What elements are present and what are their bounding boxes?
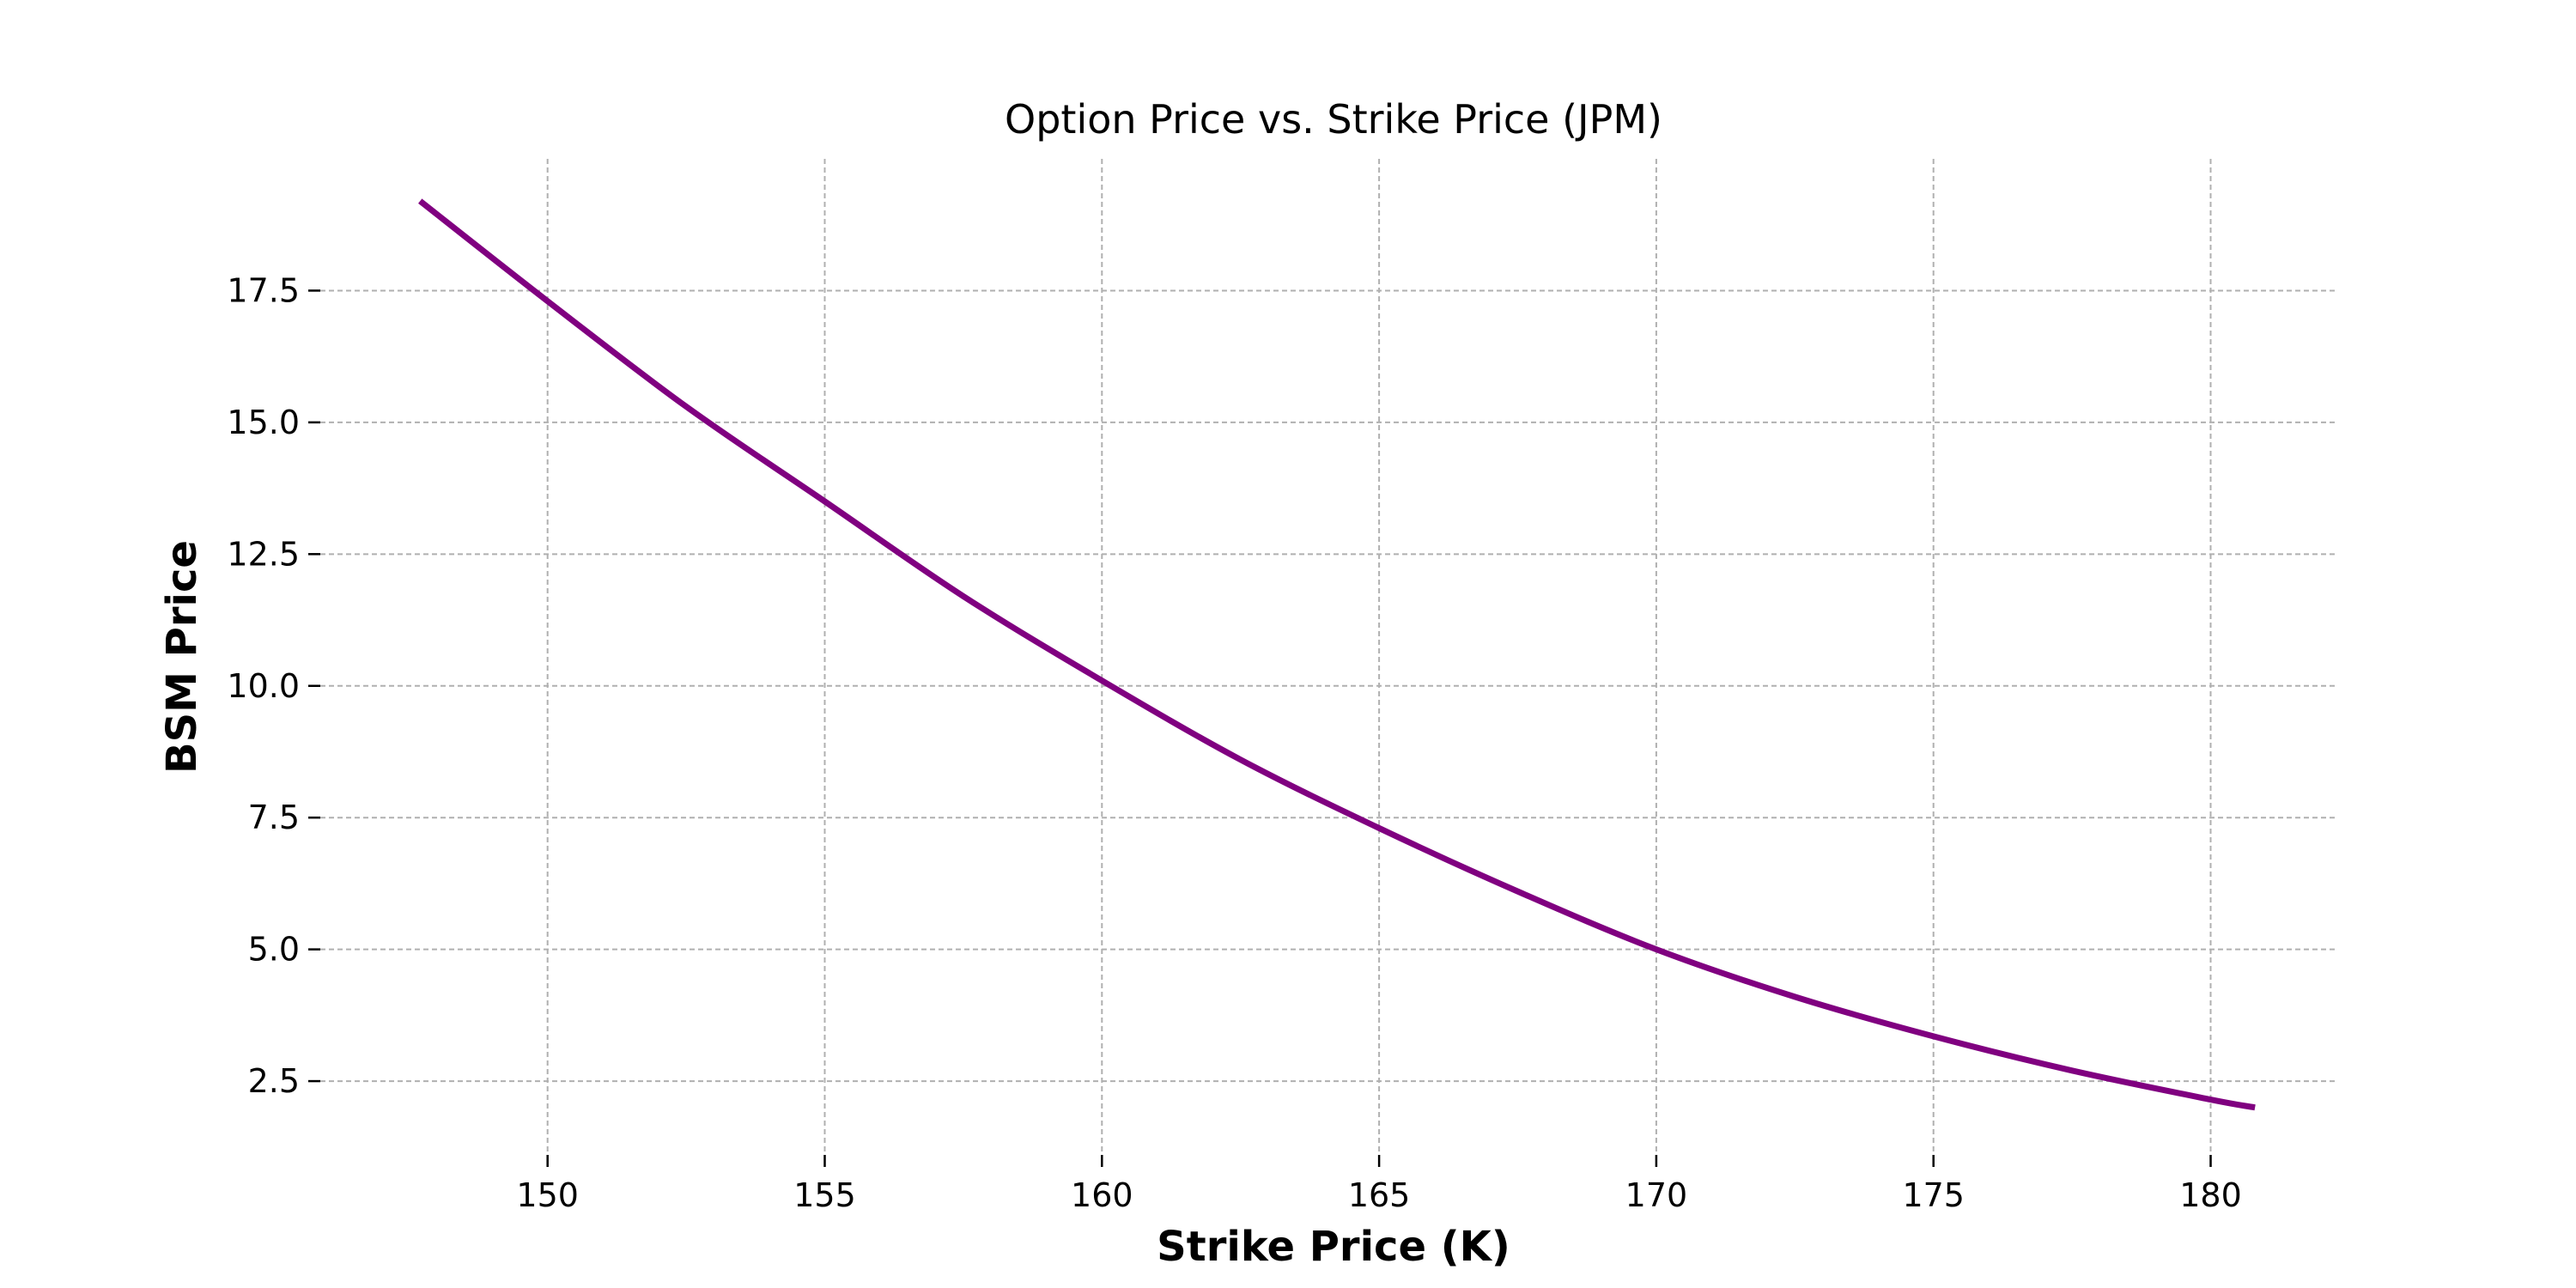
y-tick-label: 7.5 xyxy=(248,799,300,836)
y-tick-label: 2.5 xyxy=(248,1062,300,1100)
y-axis-label: BSM Price xyxy=(158,540,206,774)
y-tick-label: 12.5 xyxy=(227,535,300,573)
x-tick-label: 155 xyxy=(793,1176,856,1214)
x-tick-label: 165 xyxy=(1348,1176,1411,1214)
axis-ticks: 150 155 160 165 170 175 180 2.5 5.0 7.5 10.0 12.5 15… xyxy=(227,271,2241,1214)
y-tick-label: 10.0 xyxy=(227,667,300,705)
series-layer xyxy=(418,198,2256,1111)
x-tick-label: 180 xyxy=(2179,1176,2242,1214)
x-tick-label: 160 xyxy=(1071,1176,1133,1214)
x-tick-label: 170 xyxy=(1625,1176,1688,1214)
x-tick-label: 175 xyxy=(1902,1176,1965,1214)
x-axis-label: Strike Price (K) xyxy=(1157,1223,1510,1271)
y-tick-label: 17.5 xyxy=(227,271,300,309)
x-tick-label: 150 xyxy=(516,1176,579,1214)
chart-title: Option Price vs. Strike Price (JPM) xyxy=(1005,96,1662,143)
y-tick-label: 15.0 xyxy=(227,404,300,441)
series-line xyxy=(418,198,2256,1111)
grid xyxy=(320,159,2338,1155)
y-tick-label: 5.0 xyxy=(248,931,300,969)
